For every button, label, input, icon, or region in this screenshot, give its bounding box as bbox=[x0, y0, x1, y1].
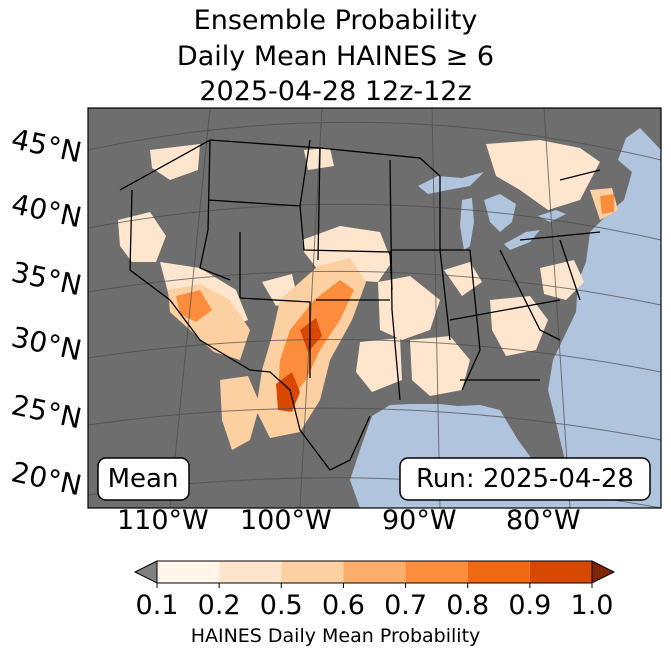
lon-label-80: 80°W bbox=[506, 505, 581, 536]
title-line-1: Ensemble Probability bbox=[193, 5, 478, 36]
lon-label-90: 90°W bbox=[382, 505, 457, 536]
state-borders bbox=[119, 139, 601, 471]
title-line-3: 2025-04-28 12z-12z bbox=[199, 76, 472, 107]
colorbar-tick-label: 0.1 bbox=[135, 590, 179, 621]
colorbar-segment bbox=[467, 561, 530, 583]
colorbar-tick-label: 0.9 bbox=[508, 590, 552, 621]
colorbar-tick-label: 0.8 bbox=[446, 590, 490, 621]
colorbar-segment bbox=[219, 561, 282, 583]
lake-superior bbox=[418, 172, 484, 194]
colorbar-segment bbox=[157, 561, 220, 583]
colorbar-tick-label: 0.6 bbox=[321, 590, 365, 621]
colorbar-tick-label: 0.5 bbox=[259, 590, 303, 621]
graticule bbox=[88, 108, 661, 508]
colorbar-tick-label: 0.7 bbox=[384, 590, 428, 621]
colorbar-frame bbox=[156, 560, 593, 584]
colorbar-under-arrow bbox=[133, 560, 158, 584]
lake-michigan bbox=[460, 198, 474, 250]
title-line-2: Daily Mean HAINES ≥ 6 bbox=[176, 41, 495, 72]
mean-box bbox=[97, 457, 190, 501]
colorbar-segment bbox=[343, 561, 406, 583]
colorbar-segment bbox=[281, 561, 344, 583]
colorbar-tick-label: 0.2 bbox=[197, 590, 241, 621]
colorbar-title: HAINES Daily Mean Probability bbox=[190, 625, 481, 647]
colorbar-tick-label: 1.0 bbox=[570, 590, 614, 621]
lon-label-100: 100°W bbox=[240, 505, 332, 536]
lon-label-110: 110°W bbox=[117, 505, 209, 536]
colorbar bbox=[133, 560, 616, 588]
run-label: Run: 2025-04-28 bbox=[416, 464, 634, 494]
colorbar-segment bbox=[529, 561, 592, 583]
colorbar-over-arrow bbox=[591, 560, 616, 584]
run-box bbox=[399, 457, 651, 501]
colorbar-segment bbox=[405, 561, 468, 583]
map-frame bbox=[87, 107, 662, 509]
mean-label: Mean bbox=[108, 464, 179, 494]
